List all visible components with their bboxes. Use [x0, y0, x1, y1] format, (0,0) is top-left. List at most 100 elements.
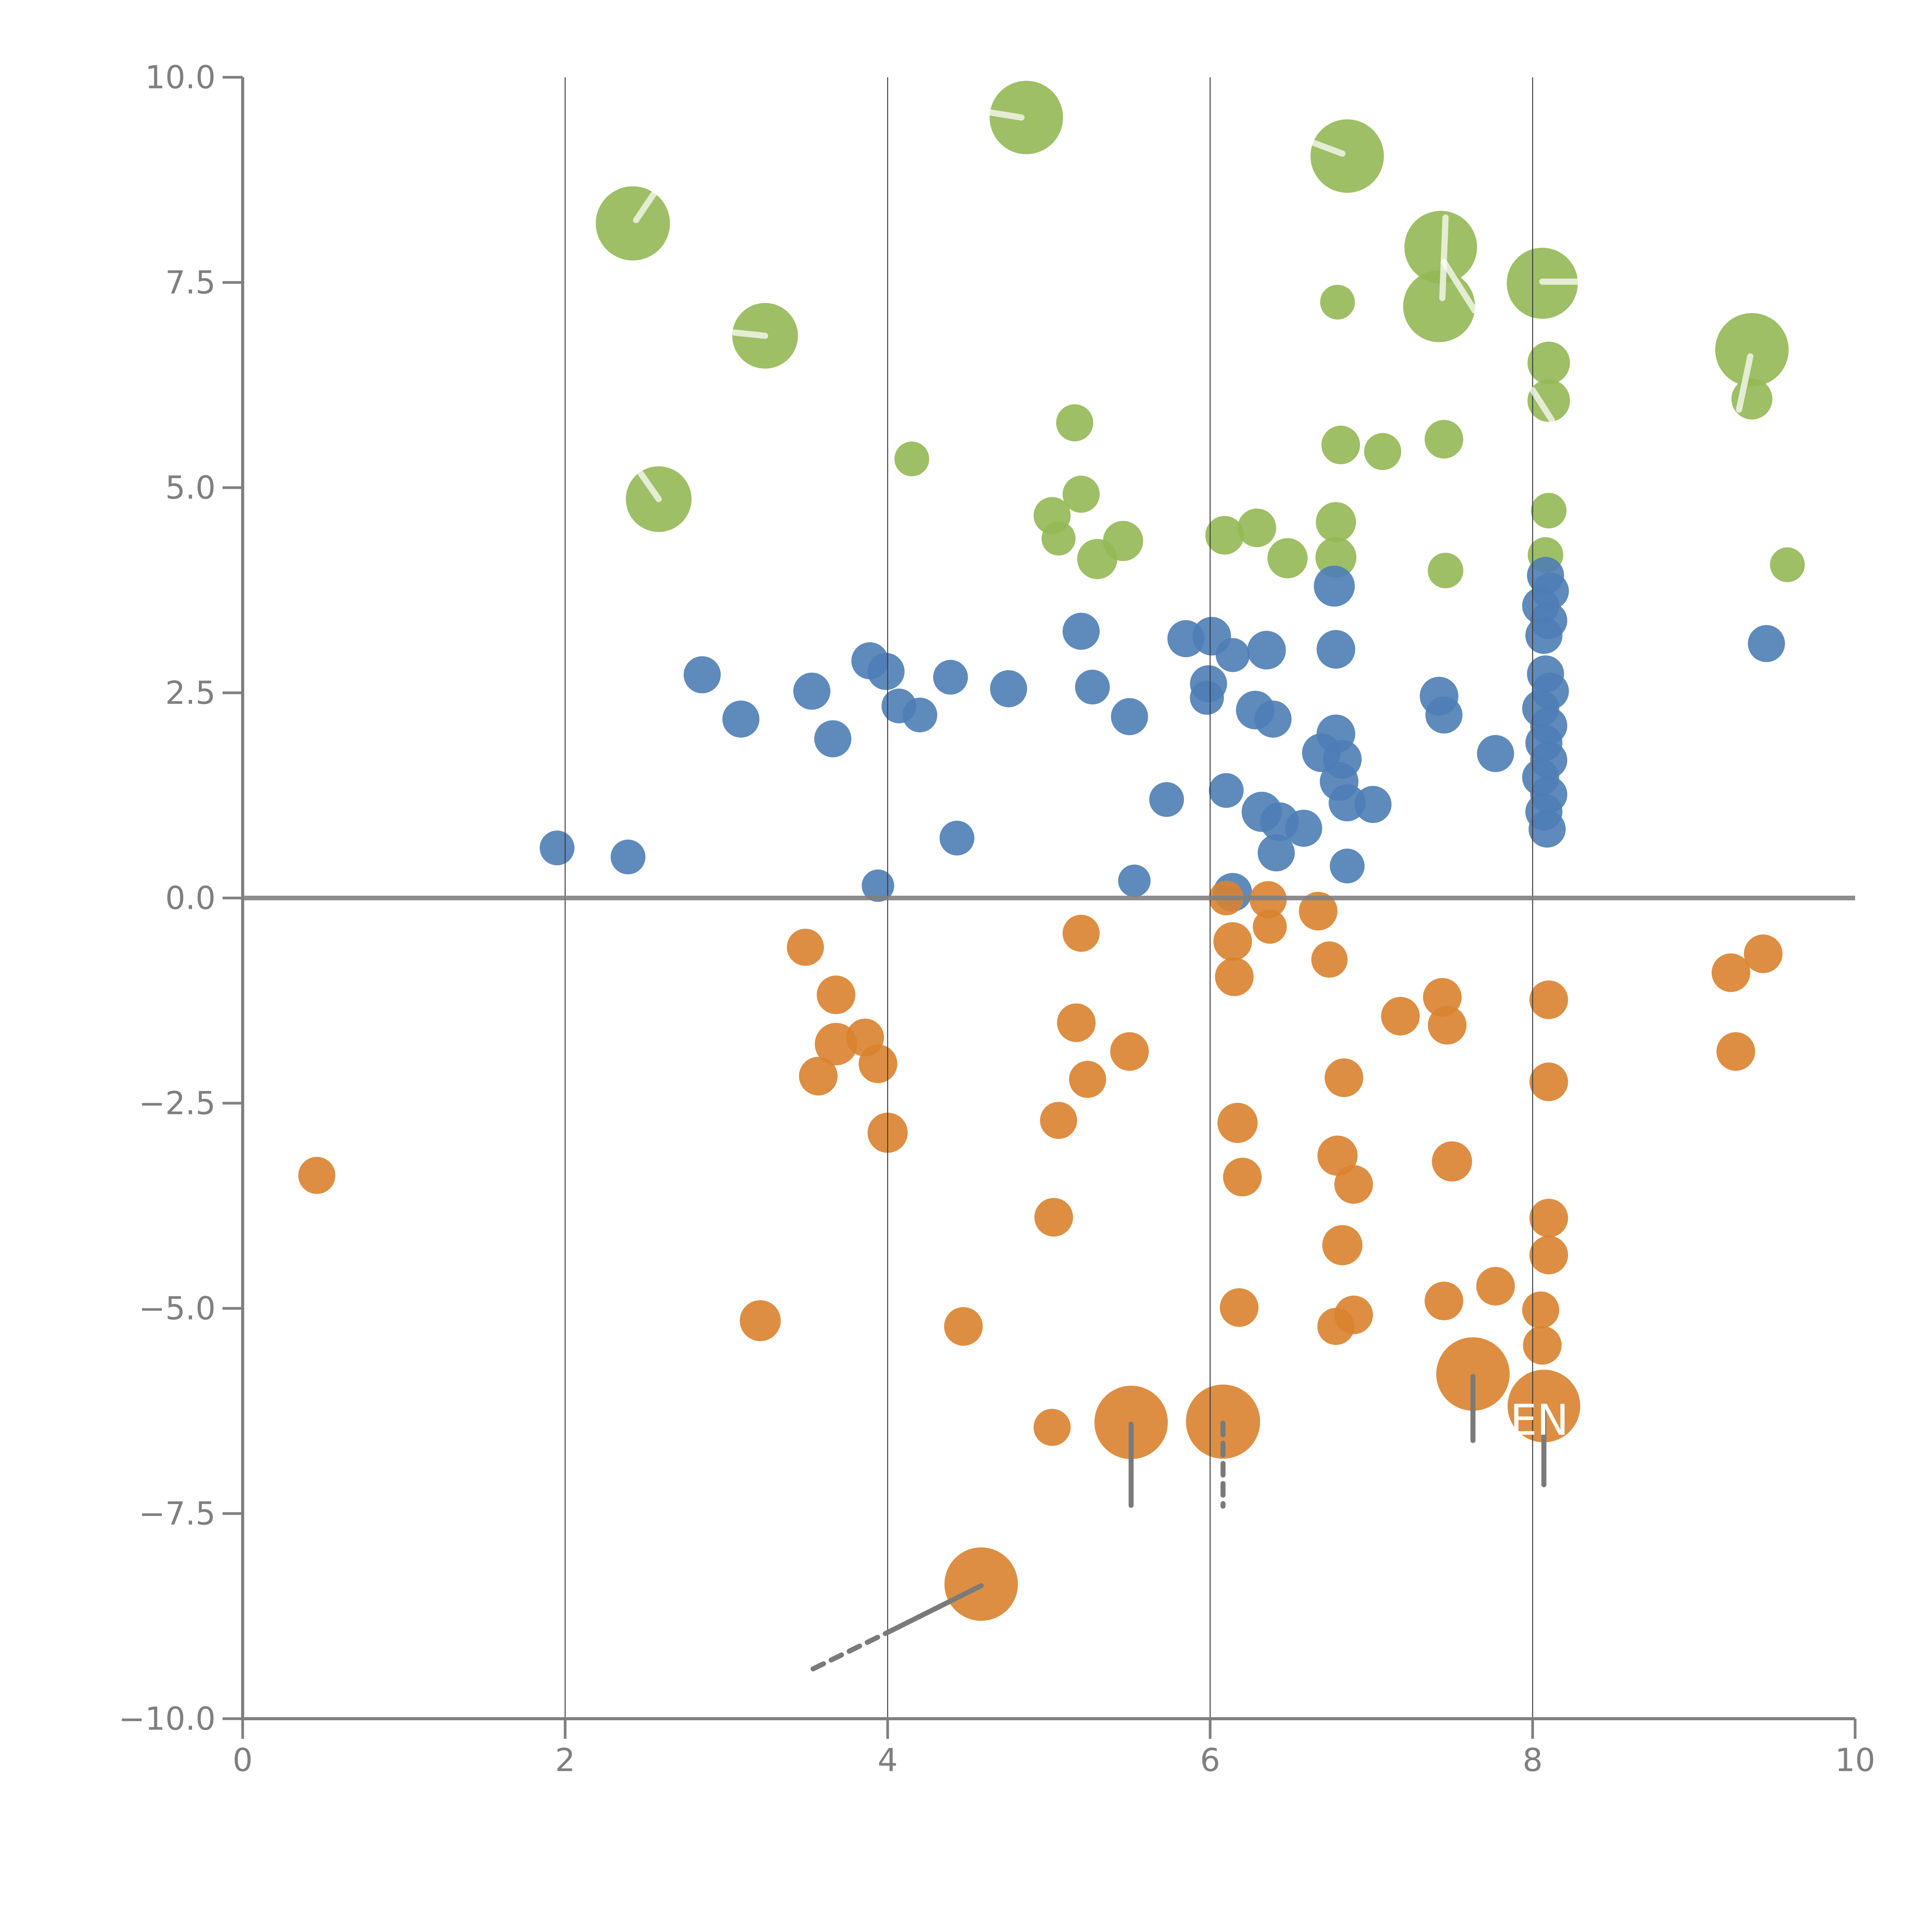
- bubble-green-high: [1364, 433, 1401, 470]
- bubble-orange-low: [1253, 910, 1287, 944]
- bubble-orange-low: [1711, 953, 1750, 992]
- bubble-orange-low: [816, 975, 855, 1014]
- bubble-orange-low: [1069, 1061, 1106, 1098]
- wind-direction-label: EN: [1510, 1395, 1569, 1445]
- bubble-orange-low: [1062, 915, 1100, 952]
- bubble-blue-mid: [1075, 670, 1110, 705]
- y-tick-label: 5.0: [165, 470, 216, 507]
- bubble-green-high: [1715, 313, 1789, 387]
- y-tick-label: 0.0: [165, 880, 216, 917]
- bubble-orange-low: [859, 1044, 898, 1083]
- y-tick-label: −5.0: [139, 1291, 216, 1327]
- bubble-orange-low: [1110, 1032, 1149, 1071]
- bubble-orange-low: [1311, 941, 1348, 978]
- bubble-orange-low: [1428, 1006, 1467, 1045]
- bubble-green-high: [894, 441, 929, 476]
- y-tick-label: −2.5: [139, 1085, 216, 1122]
- x-tick-label: 6: [1200, 1742, 1220, 1779]
- bubble-green-high: [1321, 425, 1360, 464]
- bubble-green-high: [1062, 475, 1100, 513]
- bubble-green-high: [1237, 509, 1276, 548]
- bubble-blue-mid: [539, 830, 575, 866]
- bubble-blue-mid: [1748, 625, 1785, 662]
- bubble-blue-mid: [1525, 617, 1563, 654]
- white-needle: [638, 470, 662, 502]
- bubble-orange-low: [1219, 1288, 1259, 1327]
- bubble-green-high: [1424, 420, 1463, 459]
- bubble-orange-low: [1217, 1102, 1258, 1143]
- bubble-orange-low: [1299, 891, 1338, 930]
- bubble-blue-mid: [1062, 612, 1100, 650]
- bubble-blue-mid: [793, 672, 831, 710]
- x-tick-label: 10: [1835, 1742, 1875, 1779]
- bubble-blue-mid: [933, 660, 968, 695]
- bubble-orange-low: [1325, 1058, 1364, 1097]
- bubble-green-high: [595, 186, 670, 261]
- y-tick-label: 7.5: [165, 265, 216, 301]
- bubble-orange-low: [944, 1307, 983, 1346]
- white-needle: [633, 190, 657, 223]
- bubble-blue-mid: [1425, 696, 1463, 734]
- bubble-green-high: [1205, 516, 1244, 555]
- bubble-blue-mid: [1247, 631, 1286, 670]
- bubble-green-high: [1320, 284, 1355, 320]
- bubble-green-high: [1527, 379, 1570, 422]
- x-tick-label: 2: [555, 1742, 575, 1779]
- bubble-orange-low: [1317, 1135, 1358, 1176]
- bubble-blue-mid: [1330, 849, 1365, 884]
- bubble-orange-low: [1034, 1198, 1073, 1237]
- bubble-blue-mid: [1118, 864, 1151, 897]
- bubble-orange-low: [1529, 1199, 1568, 1238]
- bubble-orange-low: [799, 1056, 838, 1095]
- white-needle: [1439, 214, 1449, 301]
- bubble-orange-low: [1223, 1158, 1262, 1197]
- bubble-green-high: [1310, 119, 1384, 193]
- bubble-blue-mid: [611, 839, 646, 874]
- x-tick-label: 8: [1522, 1742, 1543, 1779]
- bubble-orange-low: [740, 1300, 781, 1341]
- bubble-blue-mid: [1216, 638, 1250, 672]
- white-needle: [1440, 259, 1478, 314]
- bubble-blue-mid: [862, 869, 895, 902]
- bubble-orange-low: [787, 929, 824, 966]
- bubbles-layer: [298, 81, 1805, 1621]
- white-needle: [731, 329, 769, 339]
- gray-needle: [809, 1626, 898, 1672]
- bubble-green-high: [1403, 270, 1475, 342]
- bubble-orange-low: [1317, 1308, 1355, 1345]
- bubble-orange-low: [1381, 997, 1420, 1036]
- axes-layer: 10.0 7.5 5.0 2.5 0.0 −2.5 −5.0 −7.5 −10.0 0 2 4 6 8 10: [119, 60, 1875, 1779]
- white-needle: [1529, 387, 1555, 423]
- bubble-blue-mid: [1257, 834, 1295, 872]
- bubble-blue-mid: [902, 697, 937, 733]
- bubble-blue-mid: [1528, 810, 1566, 848]
- white-needle: [1736, 353, 1753, 413]
- bubble-green-high: [1041, 521, 1076, 556]
- bubble-blue-mid: [1209, 773, 1244, 808]
- bubble-orange-low: [1057, 1003, 1096, 1042]
- bubble-orange-low: [1334, 1165, 1373, 1204]
- bubble-green-high: [1770, 547, 1805, 582]
- bubble-orange-low: [1529, 980, 1568, 1019]
- bubble-orange-low: [1716, 1032, 1755, 1071]
- y-tick-label: 10.0: [145, 60, 216, 96]
- needle-annotations-layer: [633, 109, 1753, 1672]
- y-tick-label: −7.5: [139, 1496, 216, 1532]
- x-tick-label: 4: [878, 1742, 898, 1779]
- bubble-blue-mid: [1285, 810, 1322, 847]
- bubble-blue-mid: [867, 653, 905, 690]
- bubble-blue-mid: [1190, 680, 1224, 715]
- white-needle: [1308, 139, 1345, 157]
- bubble-blue-mid: [1477, 735, 1514, 772]
- bubble-green-high: [1531, 493, 1567, 529]
- bubble-blue-mid: [1316, 630, 1355, 669]
- bubble-blue-mid: [1314, 565, 1355, 607]
- bubble-orange-low: [1040, 1102, 1077, 1139]
- bubble-orange-low: [298, 1156, 335, 1194]
- bubble-orange-low: [1744, 934, 1783, 973]
- bubble-blue-mid: [722, 700, 760, 738]
- gray-needle: [893, 1583, 984, 1631]
- bubble-blue-mid: [939, 820, 975, 855]
